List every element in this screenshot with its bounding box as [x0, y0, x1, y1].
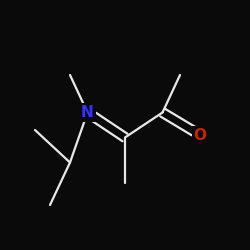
Text: N: N [81, 105, 94, 120]
Text: O: O [194, 128, 206, 142]
